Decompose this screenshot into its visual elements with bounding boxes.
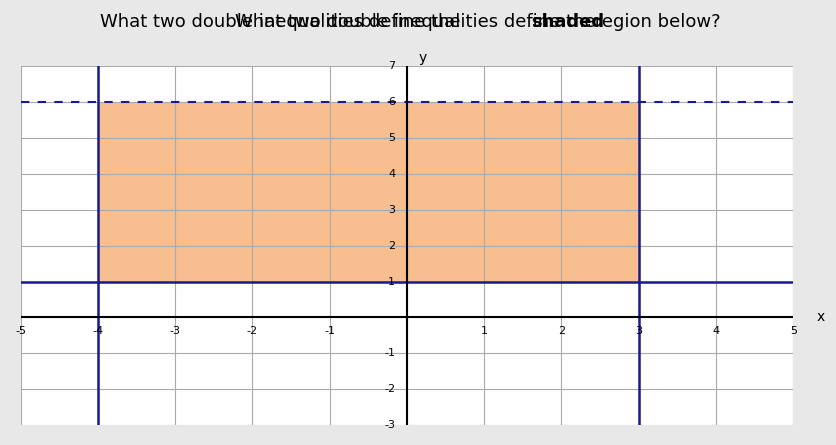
Text: 6: 6 — [388, 97, 395, 107]
Text: -2: -2 — [247, 326, 258, 336]
Text: -1: -1 — [324, 326, 335, 336]
Text: shaded: shaded — [531, 13, 604, 31]
Text: 4: 4 — [712, 326, 720, 336]
FancyBboxPatch shape — [98, 102, 639, 282]
Text: -5: -5 — [15, 326, 26, 336]
Text: -2: -2 — [385, 384, 395, 394]
Text: 5: 5 — [388, 133, 395, 143]
Text: What two double inequalities define the: What two double inequalities define the — [100, 13, 466, 31]
Text: -3: -3 — [170, 326, 181, 336]
Text: 1: 1 — [388, 276, 395, 287]
Text: What two double inequalities define the: What two double inequalities define the — [235, 13, 601, 31]
Text: 3: 3 — [388, 205, 395, 215]
Text: -4: -4 — [92, 326, 104, 336]
Text: 5: 5 — [790, 326, 797, 336]
Text: -1: -1 — [385, 348, 395, 358]
Text: 2: 2 — [558, 326, 565, 336]
Text: -3: -3 — [385, 420, 395, 430]
Text: 7: 7 — [388, 61, 395, 71]
Text: 4: 4 — [388, 169, 395, 179]
Text: y: y — [419, 51, 426, 65]
Text: x: x — [817, 311, 825, 324]
Text: 3: 3 — [635, 326, 642, 336]
Text: region below?: region below? — [589, 13, 721, 31]
Text: 1: 1 — [481, 326, 487, 336]
Text: 2: 2 — [388, 241, 395, 251]
